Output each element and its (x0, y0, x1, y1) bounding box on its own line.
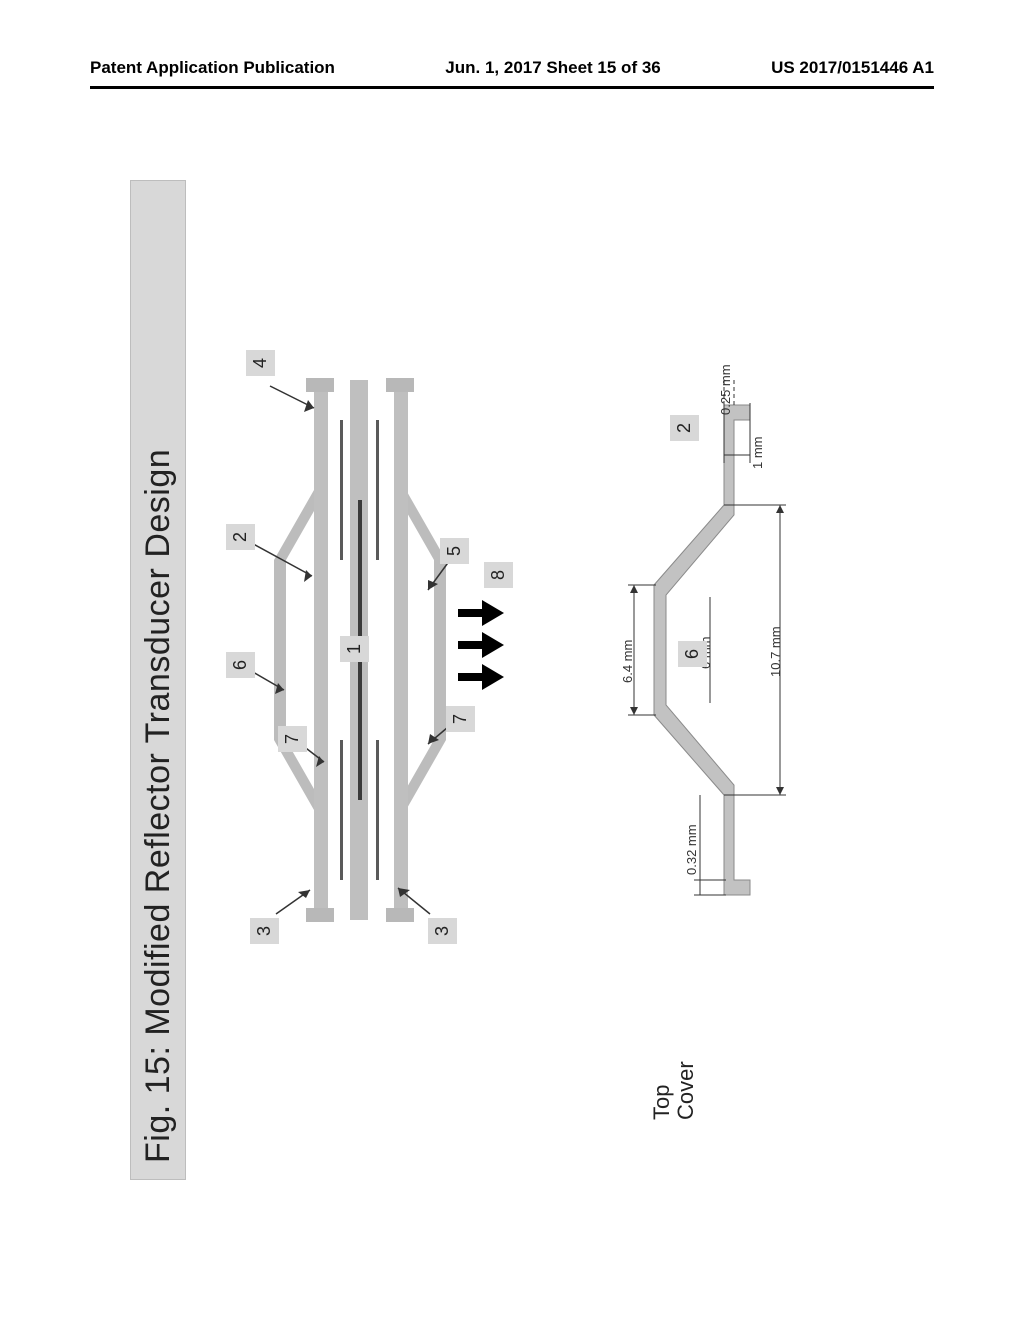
dim-overall: 10.7 mm (768, 626, 783, 677)
rotated-figure: Fig. 15: Modified Reflector Transducer D… (130, 180, 890, 1180)
dim-gap: 0.32 mm (684, 824, 699, 875)
callout-3b: 3 (428, 918, 457, 944)
callout-4: 4 (246, 350, 275, 376)
header-center: Jun. 1, 2017 Sheet 15 of 36 (445, 58, 660, 78)
dim-top-width: 6.4 mm (620, 640, 635, 683)
page: Patent Application Publication Jun. 1, 2… (0, 0, 1024, 1320)
callout-3a: 3 (250, 918, 279, 944)
callout-6: 6 (226, 652, 255, 678)
output-arrow (458, 632, 504, 658)
callout-2: 2 (226, 524, 255, 550)
header-left: Patent Application Publication (90, 58, 335, 78)
callout-7: 7 (278, 726, 307, 752)
page-header: Patent Application Publication Jun. 1, 2… (0, 58, 1024, 78)
output-arrow (458, 664, 504, 690)
header-right: US 2017/0151446 A1 (771, 58, 934, 78)
figure-title: Fig. 15: Modified Reflector Transducer D… (130, 180, 186, 1180)
callout-7b: 7 (446, 706, 475, 732)
header-rule (90, 86, 934, 89)
dim-edge-t: 0.25 mm (718, 364, 733, 415)
topcover-label: Top Cover (650, 1061, 698, 1120)
topcover-detail: 6.4 mm 0.32 mm 6 mm 10.7 mm 1 mm 0.25 mm… (600, 375, 800, 925)
callout-6b: 6 (678, 641, 707, 667)
assembly-diagram: 6 2 7 1 3 3 4 5 7 8 (240, 380, 500, 920)
callout-5: 5 (440, 538, 469, 564)
figure-title-text: Fig. 15: Modified Reflector Transducer D… (139, 449, 178, 1163)
figure-area: Fig. 15: Modified Reflector Transducer D… (130, 180, 890, 1180)
callout-2b: 2 (670, 415, 699, 441)
dim-flange-h: 1 mm (750, 437, 765, 470)
callout-1: 1 (340, 636, 369, 662)
callout-8: 8 (484, 562, 513, 588)
output-arrow (458, 600, 504, 626)
